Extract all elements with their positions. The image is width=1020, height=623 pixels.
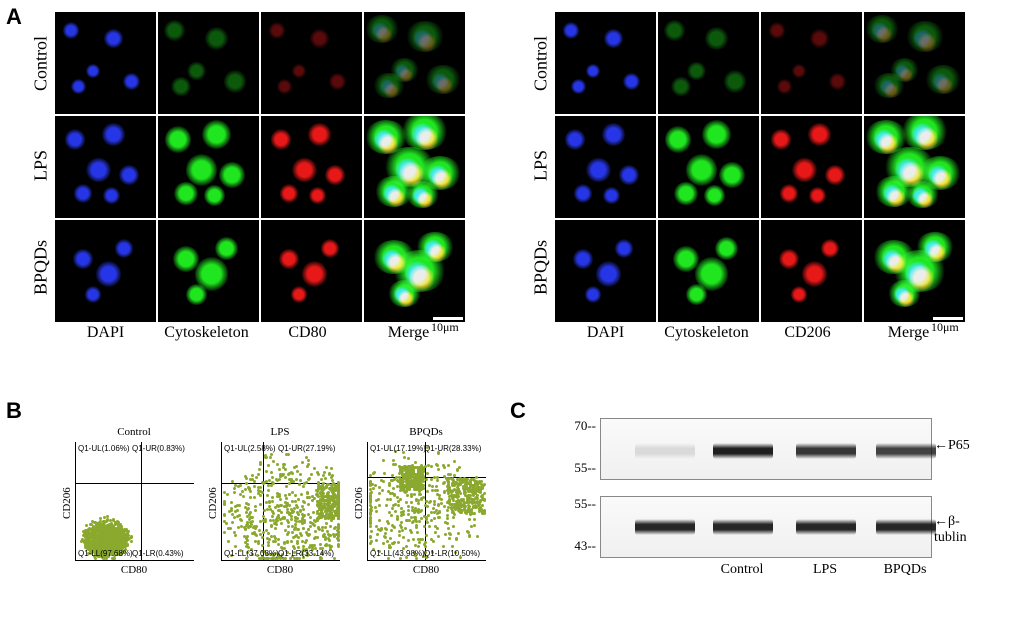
blot-strip [600, 496, 932, 558]
col-label: DAPI [555, 324, 656, 342]
microscopy-tile [555, 116, 656, 218]
microscopy-tile [864, 116, 965, 218]
quadrant-label: Q1-UR(28.33%) [424, 444, 481, 453]
scale-text: 10μm [431, 320, 459, 335]
microscopy-tile [55, 12, 156, 114]
microscopy-tile [555, 12, 656, 114]
row-label: Control [31, 24, 52, 104]
blot-band [876, 443, 936, 459]
blot-strip [600, 418, 932, 480]
quadrant-label: Q1-LL(37.08%) [224, 549, 279, 558]
microscopy-tile [158, 220, 259, 322]
microscopy-tile [158, 12, 259, 114]
flow-x-axis: CD80 [221, 564, 339, 576]
microscopy-tile [761, 220, 862, 322]
flow-plot: Q1-UL(2.58%)Q1-UR(27.19%) Q1-LL(37.08%)Q1… [221, 442, 340, 561]
mw-marker: 55-- [562, 460, 596, 476]
target-label: ←β-tublin [934, 514, 980, 546]
flow-x-axis: CD80 [75, 564, 193, 576]
row-label: LPS [31, 126, 52, 206]
microscopy-tile [261, 220, 362, 322]
microscopy-tile [55, 220, 156, 322]
microscopy-tile [261, 12, 362, 114]
microscopy-tile [364, 12, 465, 114]
flow-title: BPQDs [367, 426, 485, 438]
row-label: BPQDs [531, 228, 552, 308]
scale-text: 10μm [931, 320, 959, 335]
microscopy-tile [761, 116, 862, 218]
microscopy-tile [658, 220, 759, 322]
flow-cytometry-panel: Control Q1-UL(1.06%)Q1-UR(0.83%) Q1-LL(97.… [55, 420, 485, 600]
blot-band [796, 519, 856, 535]
target-label: ←P65 [934, 438, 970, 454]
row-label: Control [531, 24, 552, 104]
flow-y-axis: CD206 [207, 479, 219, 519]
lane-label: LPS [785, 562, 865, 578]
flow-title: LPS [221, 426, 339, 438]
panel-b-label: B [6, 398, 22, 424]
lane-label: BPQDs [865, 562, 945, 578]
flow-x-axis: CD80 [367, 564, 485, 576]
col-label: CD206 [757, 324, 858, 342]
col-label: CD80 [257, 324, 358, 342]
microscopy-tile [658, 12, 759, 114]
blot-band [635, 519, 695, 535]
quadrant-label: Q1-UR(0.83%) [132, 444, 185, 453]
col-label: DAPI [55, 324, 156, 342]
flow-y-axis: CD206 [353, 479, 365, 519]
quadrant-label: Q1-UL(1.06%) [78, 444, 130, 453]
mw-marker: 70-- [562, 418, 596, 434]
microscopy-grid-cd80 [55, 12, 465, 322]
microscopy-tile [364, 220, 465, 322]
flow-plot: Q1-UL(17.19%)Q1-UR(28.33%) Q1-LL(43.98%)Q… [367, 442, 486, 561]
blot-band [876, 519, 936, 535]
mw-marker: 43-- [562, 538, 596, 554]
microscopy-tile [658, 116, 759, 218]
flow-title: Control [75, 426, 193, 438]
col-label: Cytoskeleton [156, 324, 257, 342]
quadrant-label: Q1-UR(27.19%) [278, 444, 335, 453]
flow-y-axis: CD206 [61, 479, 73, 519]
microscopy-tile [261, 116, 362, 218]
row-label: BPQDs [31, 228, 52, 308]
quadrant-label: Q1-LL(43.98%) [370, 549, 425, 558]
western-blot-panel: 70-- 55-- 55-- 43-- ←P65 ←β-tublin ControlLPSB… [540, 408, 980, 608]
panel-a-label: A [6, 4, 22, 30]
blot-band [635, 443, 695, 459]
figure-root: A B C ControlQ1-UL(1.06%)Q1-UR(0.83%)Q1-… [0, 0, 1020, 623]
blot-band [713, 443, 773, 459]
blot-band [713, 519, 773, 535]
mw-marker: 55-- [562, 496, 596, 512]
panel-c-label: C [510, 398, 526, 424]
microscopy-tile [761, 12, 862, 114]
quadrant-label: Q1-LR(33.14%) [278, 549, 334, 558]
microscopy-grid-cd206 [555, 12, 965, 322]
lane-label: Control [702, 562, 782, 578]
row-label: LPS [531, 126, 552, 206]
blot-band [796, 443, 856, 459]
quadrant-label: Q1-UL(2.58%) [224, 444, 276, 453]
microscopy-tile [864, 12, 965, 114]
microscopy-tile [364, 116, 465, 218]
quadrant-label: Q1-LR(0.43%) [132, 549, 184, 558]
flow-plot: Q1-UL(1.06%)Q1-UR(0.83%) Q1-LL(97.68%)Q1-… [75, 442, 194, 561]
microscopy-tile [864, 220, 965, 322]
microscopy-tile [555, 220, 656, 322]
quadrant-label: Q1-UL(17.19%) [370, 444, 426, 453]
quadrant-label: Q1-LL(97.68%) [78, 549, 133, 558]
quadrant-label: Q1-LR(10.50%) [424, 549, 480, 558]
col-label: Cytoskeleton [656, 324, 757, 342]
microscopy-tile [158, 116, 259, 218]
microscopy-tile [55, 116, 156, 218]
